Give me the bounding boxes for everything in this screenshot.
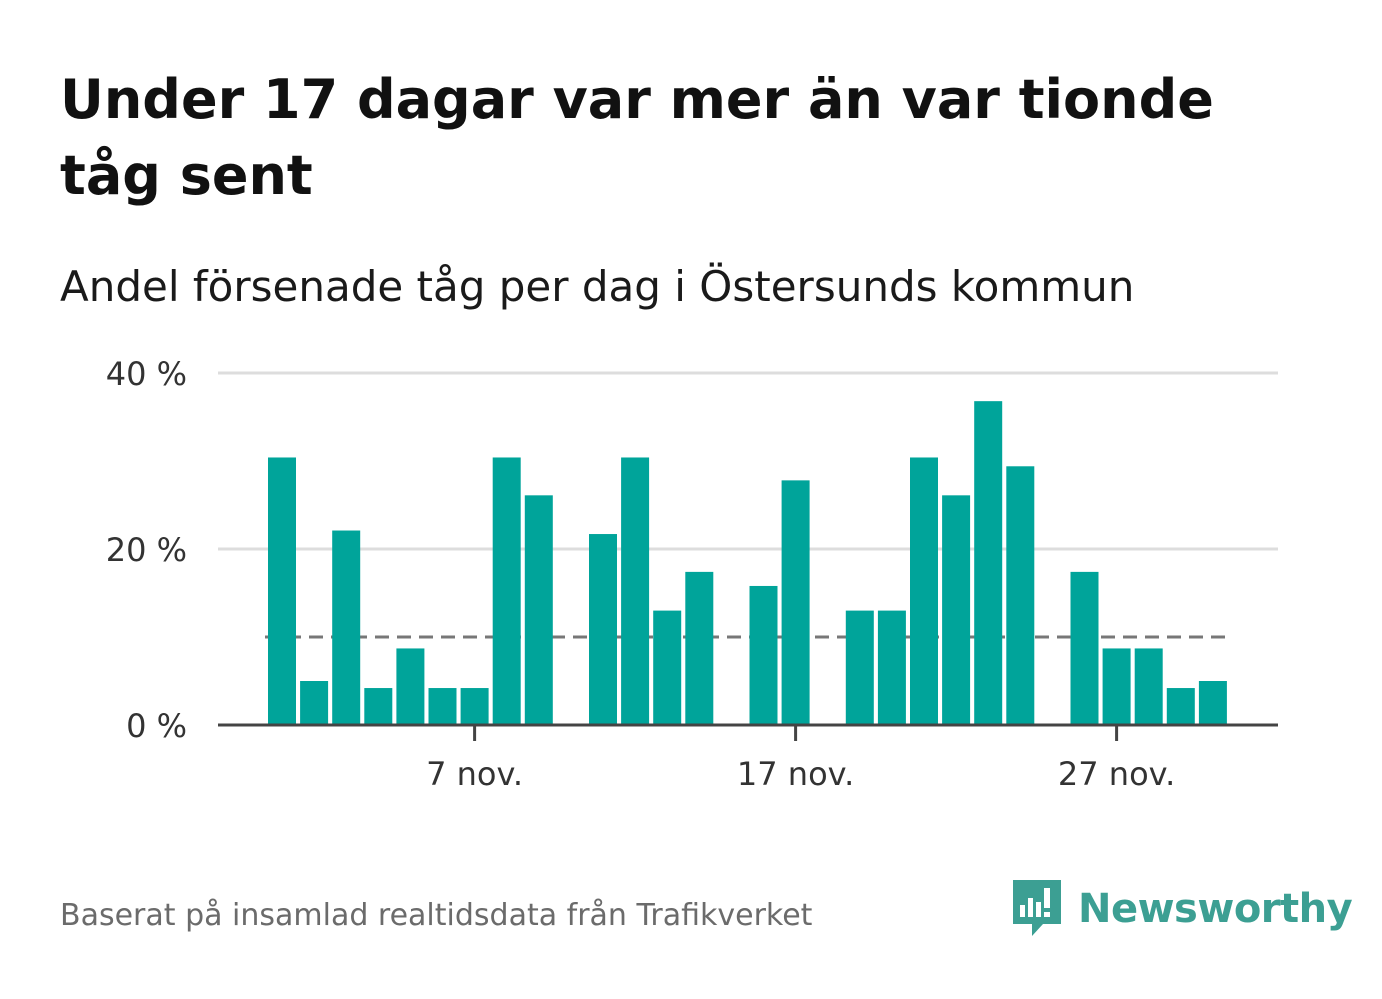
- bar: [974, 401, 1003, 725]
- chart-subtitle: Andel försenade tåg per dag i Östersunds…: [60, 262, 1135, 311]
- bar: [300, 681, 329, 725]
- bar: [1134, 648, 1163, 725]
- bar: [877, 610, 906, 725]
- chart-title: Under 17 dagar var mer än var tionde tåg…: [60, 68, 1214, 207]
- bar-chart-speech-bubble-icon: [1013, 880, 1061, 936]
- bar: [653, 610, 682, 725]
- x-tick-label: 27 nov.: [1058, 755, 1175, 793]
- x-tick-label: 7 nov.: [426, 755, 523, 793]
- bar: [1070, 571, 1099, 725]
- bar: [268, 457, 296, 725]
- bar: [621, 457, 650, 725]
- bar: [1006, 466, 1035, 725]
- bar: [749, 585, 778, 725]
- bar: [332, 530, 361, 725]
- y-tick-label: 20 %: [106, 531, 187, 569]
- bar: [524, 495, 553, 725]
- bar: [1102, 648, 1131, 725]
- y-tick-label: 0 %: [126, 707, 187, 745]
- y-tick-label: 40 %: [106, 355, 187, 393]
- bar: [1198, 681, 1227, 725]
- bar: [364, 688, 393, 725]
- bar: [845, 610, 874, 725]
- bar: [1166, 688, 1195, 725]
- brand-logo: Newsworthy: [1010, 878, 1353, 940]
- bar: [589, 534, 617, 725]
- bar: [492, 457, 521, 725]
- x-tick-label: 17 nov.: [737, 755, 854, 793]
- bar: [942, 495, 971, 725]
- source-note: Baserat på insamlad realtidsdata från Tr…: [60, 898, 813, 933]
- bar: [428, 688, 457, 725]
- bar: [685, 571, 714, 725]
- bar-chart: 0 % 20 % 40 % 7 nov. 17 nov. 27 nov.: [106, 355, 1278, 793]
- brand-name: Newsworthy: [1078, 886, 1353, 932]
- bar: [396, 648, 425, 725]
- bar: [781, 480, 810, 725]
- bar: [460, 688, 489, 725]
- bar: [910, 457, 938, 725]
